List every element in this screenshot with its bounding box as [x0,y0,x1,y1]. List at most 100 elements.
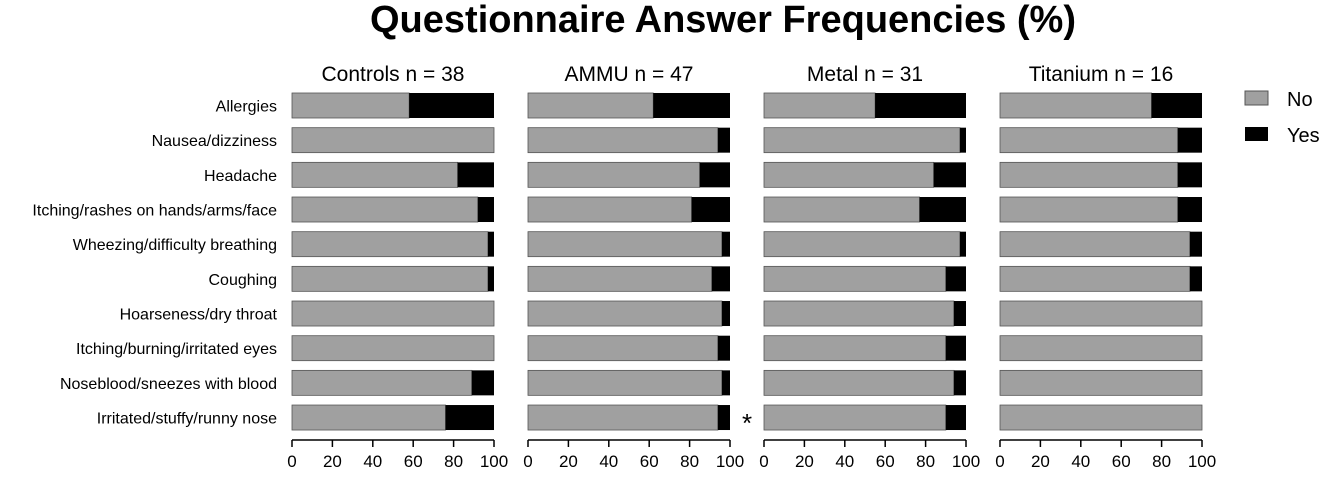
bar-no-allergies [999,92,1152,119]
bar-no-irritated-stuffy-runny-nose [291,404,446,431]
category-label-nausea-dizziness: Nausea/dizziness [152,133,277,150]
x-tick-label: 0 [995,452,1004,471]
bar-no-wheezing-difficulty-breathing [763,231,961,258]
bar-yes-wheezing-difficulty-breathing [959,231,966,257]
x-tick-label: 60 [404,452,423,471]
x-tick-label: 80 [916,452,935,471]
legend-label-yes: Yes [1287,125,1320,147]
x-tick-label: 40 [599,452,618,471]
bar-no-nausea-dizziness [763,127,961,154]
bar-no-headache [291,161,459,188]
bar-yes-noseblood-sneezes-with-blood [471,370,494,396]
bar-no-itching-burning-irritated-eyes [291,335,495,362]
bar-no-noseblood-sneezes-with-blood [291,369,473,396]
bar-yes-noseblood-sneezes-with-blood [721,370,730,396]
legend: No Yes [1244,89,1320,147]
legend-swatch-yes [1245,127,1268,141]
bar-no-irritated-stuffy-runny-nose [763,404,947,431]
bar-yes-itching-burning-irritated-eyes [945,335,966,361]
panel-metal: Metal n = 31 0 20 40 60 80 100 [759,63,980,471]
bar-no-itching-rashes-on-hands-arms-face [291,196,479,223]
x-tick-label: 0 [759,452,768,471]
bar-yes-hoarseness-dry-throat [953,301,966,327]
significance-marker: * [742,408,752,438]
bar-yes-irritated-stuffy-runny-nose [445,405,494,431]
bar-no-nausea-dizziness [999,127,1179,154]
bar-yes-allergies [653,93,730,118]
panel-title: Titanium n = 16 [1029,63,1174,86]
panel-ammu: AMMU n = 47 0 20 40 60 80 100 * [523,63,752,471]
bar-no-hoarseness-dry-throat [999,300,1203,327]
x-tick-label: 20 [795,452,814,471]
bar-yes-allergies [409,93,494,118]
bar-yes-irritated-stuffy-runny-nose [945,405,966,431]
bar-no-nausea-dizziness [291,127,495,154]
bar-yes-wheezing-difficulty-breathing [487,231,494,257]
x-tick-label: 0 [523,452,532,471]
x-tick-label: 20 [559,452,578,471]
bar-yes-nausea-dizziness [717,127,730,153]
x-tick-label: 40 [363,452,382,471]
legend-swatch-no [1244,90,1269,106]
bar-yes-noseblood-sneezes-with-blood [953,370,966,396]
bar-yes-hoarseness-dry-throat [721,301,730,327]
x-tick-label: 40 [835,452,854,471]
bar-no-itching-rashes-on-hands-arms-face [763,196,920,223]
x-tick-label: 100 [1188,452,1216,471]
bar-yes-headache [699,162,730,188]
x-tick-label: 100 [716,452,744,471]
bar-no-wheezing-difficulty-breathing [999,231,1191,258]
category-label-itching-burning-irritated-eyes: Itching/burning/irritated eyes [76,341,277,358]
legend-label-no: No [1287,89,1313,111]
bar-yes-itching-burning-irritated-eyes [717,335,730,361]
bar-no-itching-burning-irritated-eyes [527,335,719,362]
bar-yes-irritated-stuffy-runny-nose [717,405,730,431]
bar-yes-wheezing-difficulty-breathing [1189,231,1202,257]
bar-yes-itching-rashes-on-hands-arms-face [1177,197,1202,223]
bar-no-hoarseness-dry-throat [763,300,955,327]
bar-no-coughing [763,265,947,292]
bar-no-coughing [291,265,489,292]
bar-yes-nausea-dizziness [959,127,966,153]
x-tick-label: 80 [444,452,463,471]
bar-no-allergies [527,92,654,119]
category-label-itching-rashes-on-hands-arms-face: Itching/rashes on hands/arms/face [32,203,277,220]
panel-title: Controls n = 38 [321,63,464,86]
x-tick-label: 100 [480,452,508,471]
category-label-allergies: Allergies [216,99,277,116]
bar-no-hoarseness-dry-throat [527,300,723,327]
bar-no-allergies [763,92,876,119]
bar-no-coughing [527,265,713,292]
x-tick-label: 80 [1152,452,1171,471]
bar-no-noseblood-sneezes-with-blood [999,369,1203,396]
bar-yes-headache [1177,162,1202,188]
bar-yes-itching-rashes-on-hands-arms-face [691,197,730,223]
bar-yes-coughing [1189,266,1202,292]
bar-no-allergies [291,92,410,119]
category-label-hoarseness-dry-throat: Hoarseness/dry throat [120,307,278,324]
panel-title: Metal n = 31 [807,63,923,86]
bar-yes-nausea-dizziness [1177,127,1202,153]
bar-yes-headache [933,162,966,188]
panels: Controls n = 38 0 20 40 60 80 100 AMMU n = 47 0 2… [287,63,1216,471]
bar-yes-coughing [945,266,966,292]
bar-no-coughing [999,265,1191,292]
bar-no-itching-burning-irritated-eyes [999,335,1203,362]
bar-no-irritated-stuffy-runny-nose [527,404,719,431]
x-tick-label: 0 [287,452,296,471]
x-tick-label: 60 [1112,452,1131,471]
bar-no-nausea-dizziness [527,127,719,154]
bar-no-itching-burning-irritated-eyes [763,335,947,362]
category-label-irritated-stuffy-runny-nose: Irritated/stuffy/runny nose [97,411,277,428]
bar-yes-allergies [875,93,966,118]
panel-title: AMMU n = 47 [565,63,694,86]
bar-no-noseblood-sneezes-with-blood [527,369,723,396]
bar-no-wheezing-difficulty-breathing [527,231,723,258]
bar-yes-headache [457,162,494,188]
bar-no-wheezing-difficulty-breathing [291,231,489,258]
bar-yes-coughing [711,266,730,292]
x-tick-label: 20 [323,452,342,471]
category-labels: Allergies Nausea/dizziness Headache Itching… [32,99,277,428]
category-label-wheezing-difficulty-breathing: Wheezing/difficulty breathing [73,237,277,254]
